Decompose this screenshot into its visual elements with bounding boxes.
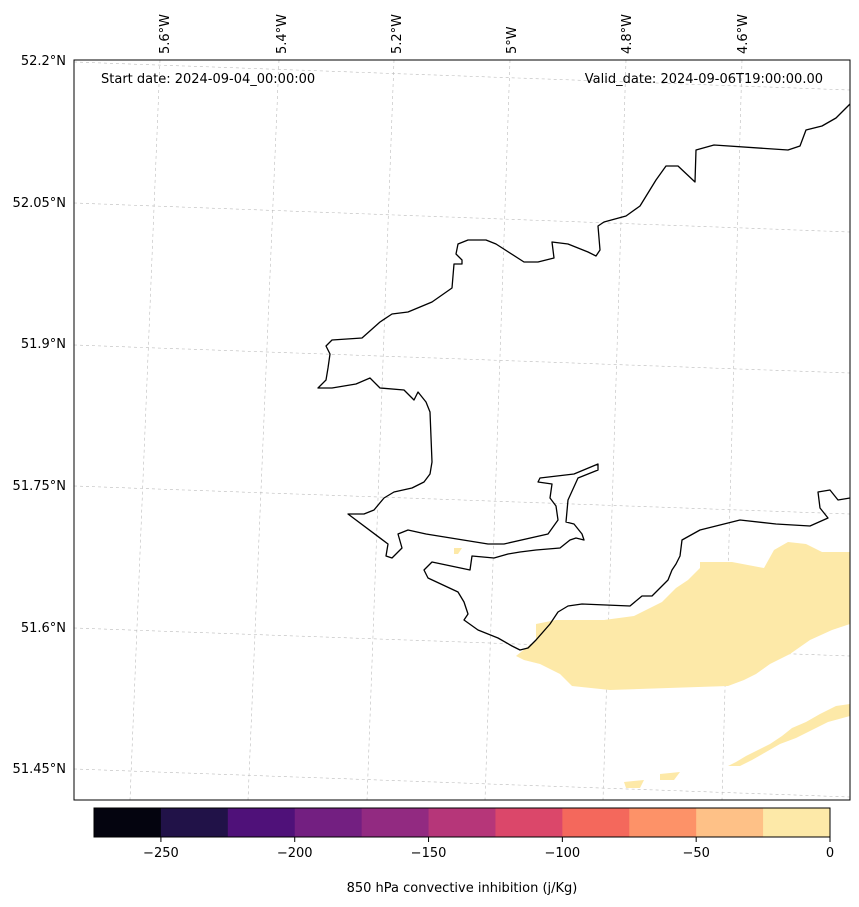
colorbar-swatch <box>428 808 496 837</box>
colorbar-swatch <box>160 808 229 837</box>
colorbar-swatch <box>562 808 630 837</box>
lat-label-51.9n: 51.9°N <box>21 337 66 352</box>
latitude-labels: 52.2°N 52.05°N 51.9°N 51.75°N 51.6°N 51.… <box>13 54 66 777</box>
cin-field <box>454 542 850 788</box>
colorbar-tick-label: −100 <box>545 846 581 861</box>
lat-label-52.05n: 52.05°N <box>13 196 66 211</box>
lat-label-51.6n: 51.6°N <box>21 621 66 636</box>
longitude-labels: 5.6°W 5.4°W 5.2°W 5°W 4.8°W 4.6°W <box>158 14 751 54</box>
cin-patch-small-2 <box>624 780 644 788</box>
lon-label-5w: 5°W <box>505 26 520 54</box>
colorbar-swatch <box>361 808 430 837</box>
cin-area-southeast-band <box>728 704 850 766</box>
lon-label-5.2w: 5.2°W <box>390 14 405 54</box>
colorbar-swatch <box>227 808 296 837</box>
colorbar-tick-label: −150 <box>411 846 447 861</box>
valid-date-label: Valid_date: 2024-09-06T19:00:00.00 <box>585 72 823 87</box>
colorbar-swatch <box>629 808 697 837</box>
colorbar-swatch <box>763 808 831 837</box>
colorbar-tick-label: −250 <box>143 846 179 861</box>
colorbar-label: 850 hPa convective inhibition (j/Kg) <box>347 881 578 896</box>
colorbar-swatches <box>94 808 831 837</box>
lon-label-4.8w: 4.8°W <box>620 14 635 54</box>
lat-label-51.75n: 51.75°N <box>13 479 66 494</box>
coastline-main <box>317 103 851 651</box>
lat-label-52.2n: 52.2°N <box>21 54 66 69</box>
cin-area-main <box>516 542 850 690</box>
start-date-label: Start date: 2024-09-04_00:00:00 <box>101 72 315 87</box>
colorbar: −250 −200 −150 −100 −50 0 850 hPa convective … <box>93 807 834 896</box>
colorbar-ticks: −250 −200 −150 −100 −50 0 <box>143 837 834 861</box>
lon-label-4.6w: 4.6°W <box>736 14 751 54</box>
cin-patch-small-3 <box>454 548 462 554</box>
colorbar-swatch <box>294 808 363 837</box>
map-panel: Start date: 2024-09-04_00:00:00 Valid_da… <box>73 59 851 801</box>
colorbar-frame <box>93 807 831 838</box>
map-background <box>74 60 850 800</box>
colorbar-swatch <box>495 808 563 837</box>
colorbar-swatch <box>696 808 764 837</box>
lon-label-5.6w: 5.6°W <box>158 14 173 54</box>
lon-label-5.4w: 5.4°W <box>275 14 290 54</box>
colorbar-tick-label: −50 <box>682 846 709 861</box>
lat-label-51.45n: 51.45°N <box>13 762 66 777</box>
colorbar-swatch <box>94 808 162 837</box>
colorbar-tick-label: −200 <box>277 846 313 861</box>
map-frame <box>73 59 851 801</box>
colorbar-tick-label: 0 <box>826 846 834 861</box>
cin-patch-small-1 <box>660 772 680 780</box>
coastline <box>317 103 851 651</box>
